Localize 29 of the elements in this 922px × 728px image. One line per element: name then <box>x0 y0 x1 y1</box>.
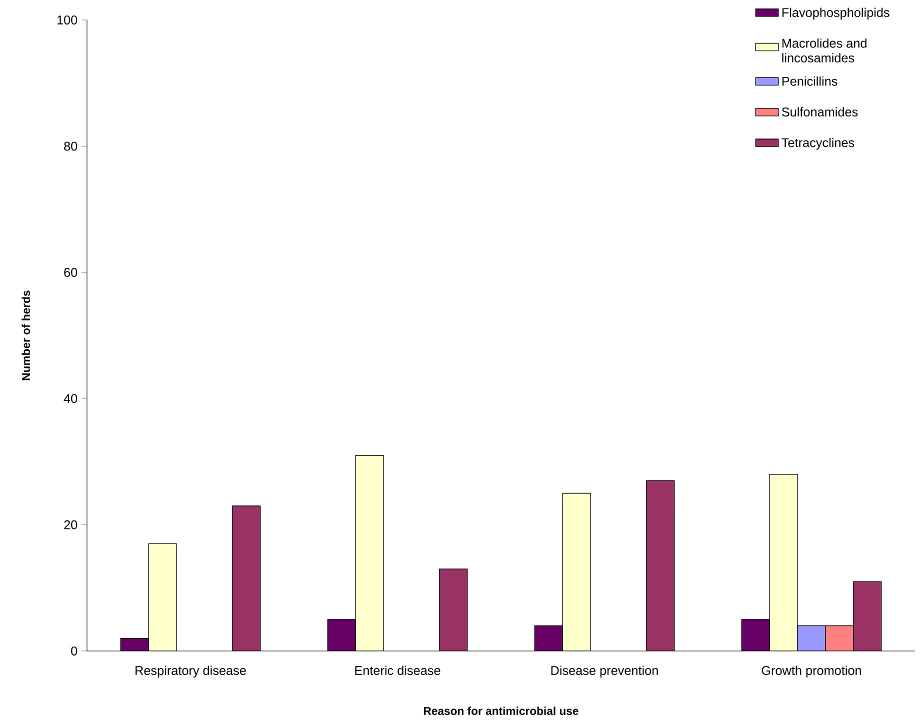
bar <box>232 506 261 651</box>
legend-label: Penicillins <box>782 76 838 86</box>
bar <box>355 455 384 651</box>
x-tick-label: Respiratory disease <box>136 666 246 678</box>
bar <box>534 625 563 651</box>
x-tick-label: Growth promotion <box>762 666 861 678</box>
x-tick-label: Disease prevention <box>551 666 658 678</box>
bar <box>439 568 468 651</box>
bar <box>646 480 675 651</box>
y-tick-label: 100 <box>57 16 78 24</box>
bar <box>769 474 798 651</box>
legend-label: Sulfonamides <box>782 107 858 116</box>
bar <box>148 543 177 651</box>
x-tick-label: Enteric disease <box>355 666 440 675</box>
bar <box>741 619 770 651</box>
x-axis-title: Reason for antimicrobial use <box>424 706 578 715</box>
bar <box>853 581 882 651</box>
bar <box>327 619 356 651</box>
y-tick-label: 80 <box>64 142 78 151</box>
bar <box>562 492 591 651</box>
y-tick-label: 20 <box>64 520 78 530</box>
legend-label: Macrolides and lincosamides <box>782 38 866 62</box>
y-tick-label: 40 <box>64 394 78 404</box>
legend-label: Tetracyclines <box>782 138 854 150</box>
y-axis-title: Number of herds <box>22 290 30 380</box>
legend-label: Flavophospholipids <box>782 8 890 20</box>
y-tick-label: 0 <box>71 646 78 656</box>
bar <box>120 638 149 651</box>
y-tick-label: 60 <box>64 268 78 277</box>
